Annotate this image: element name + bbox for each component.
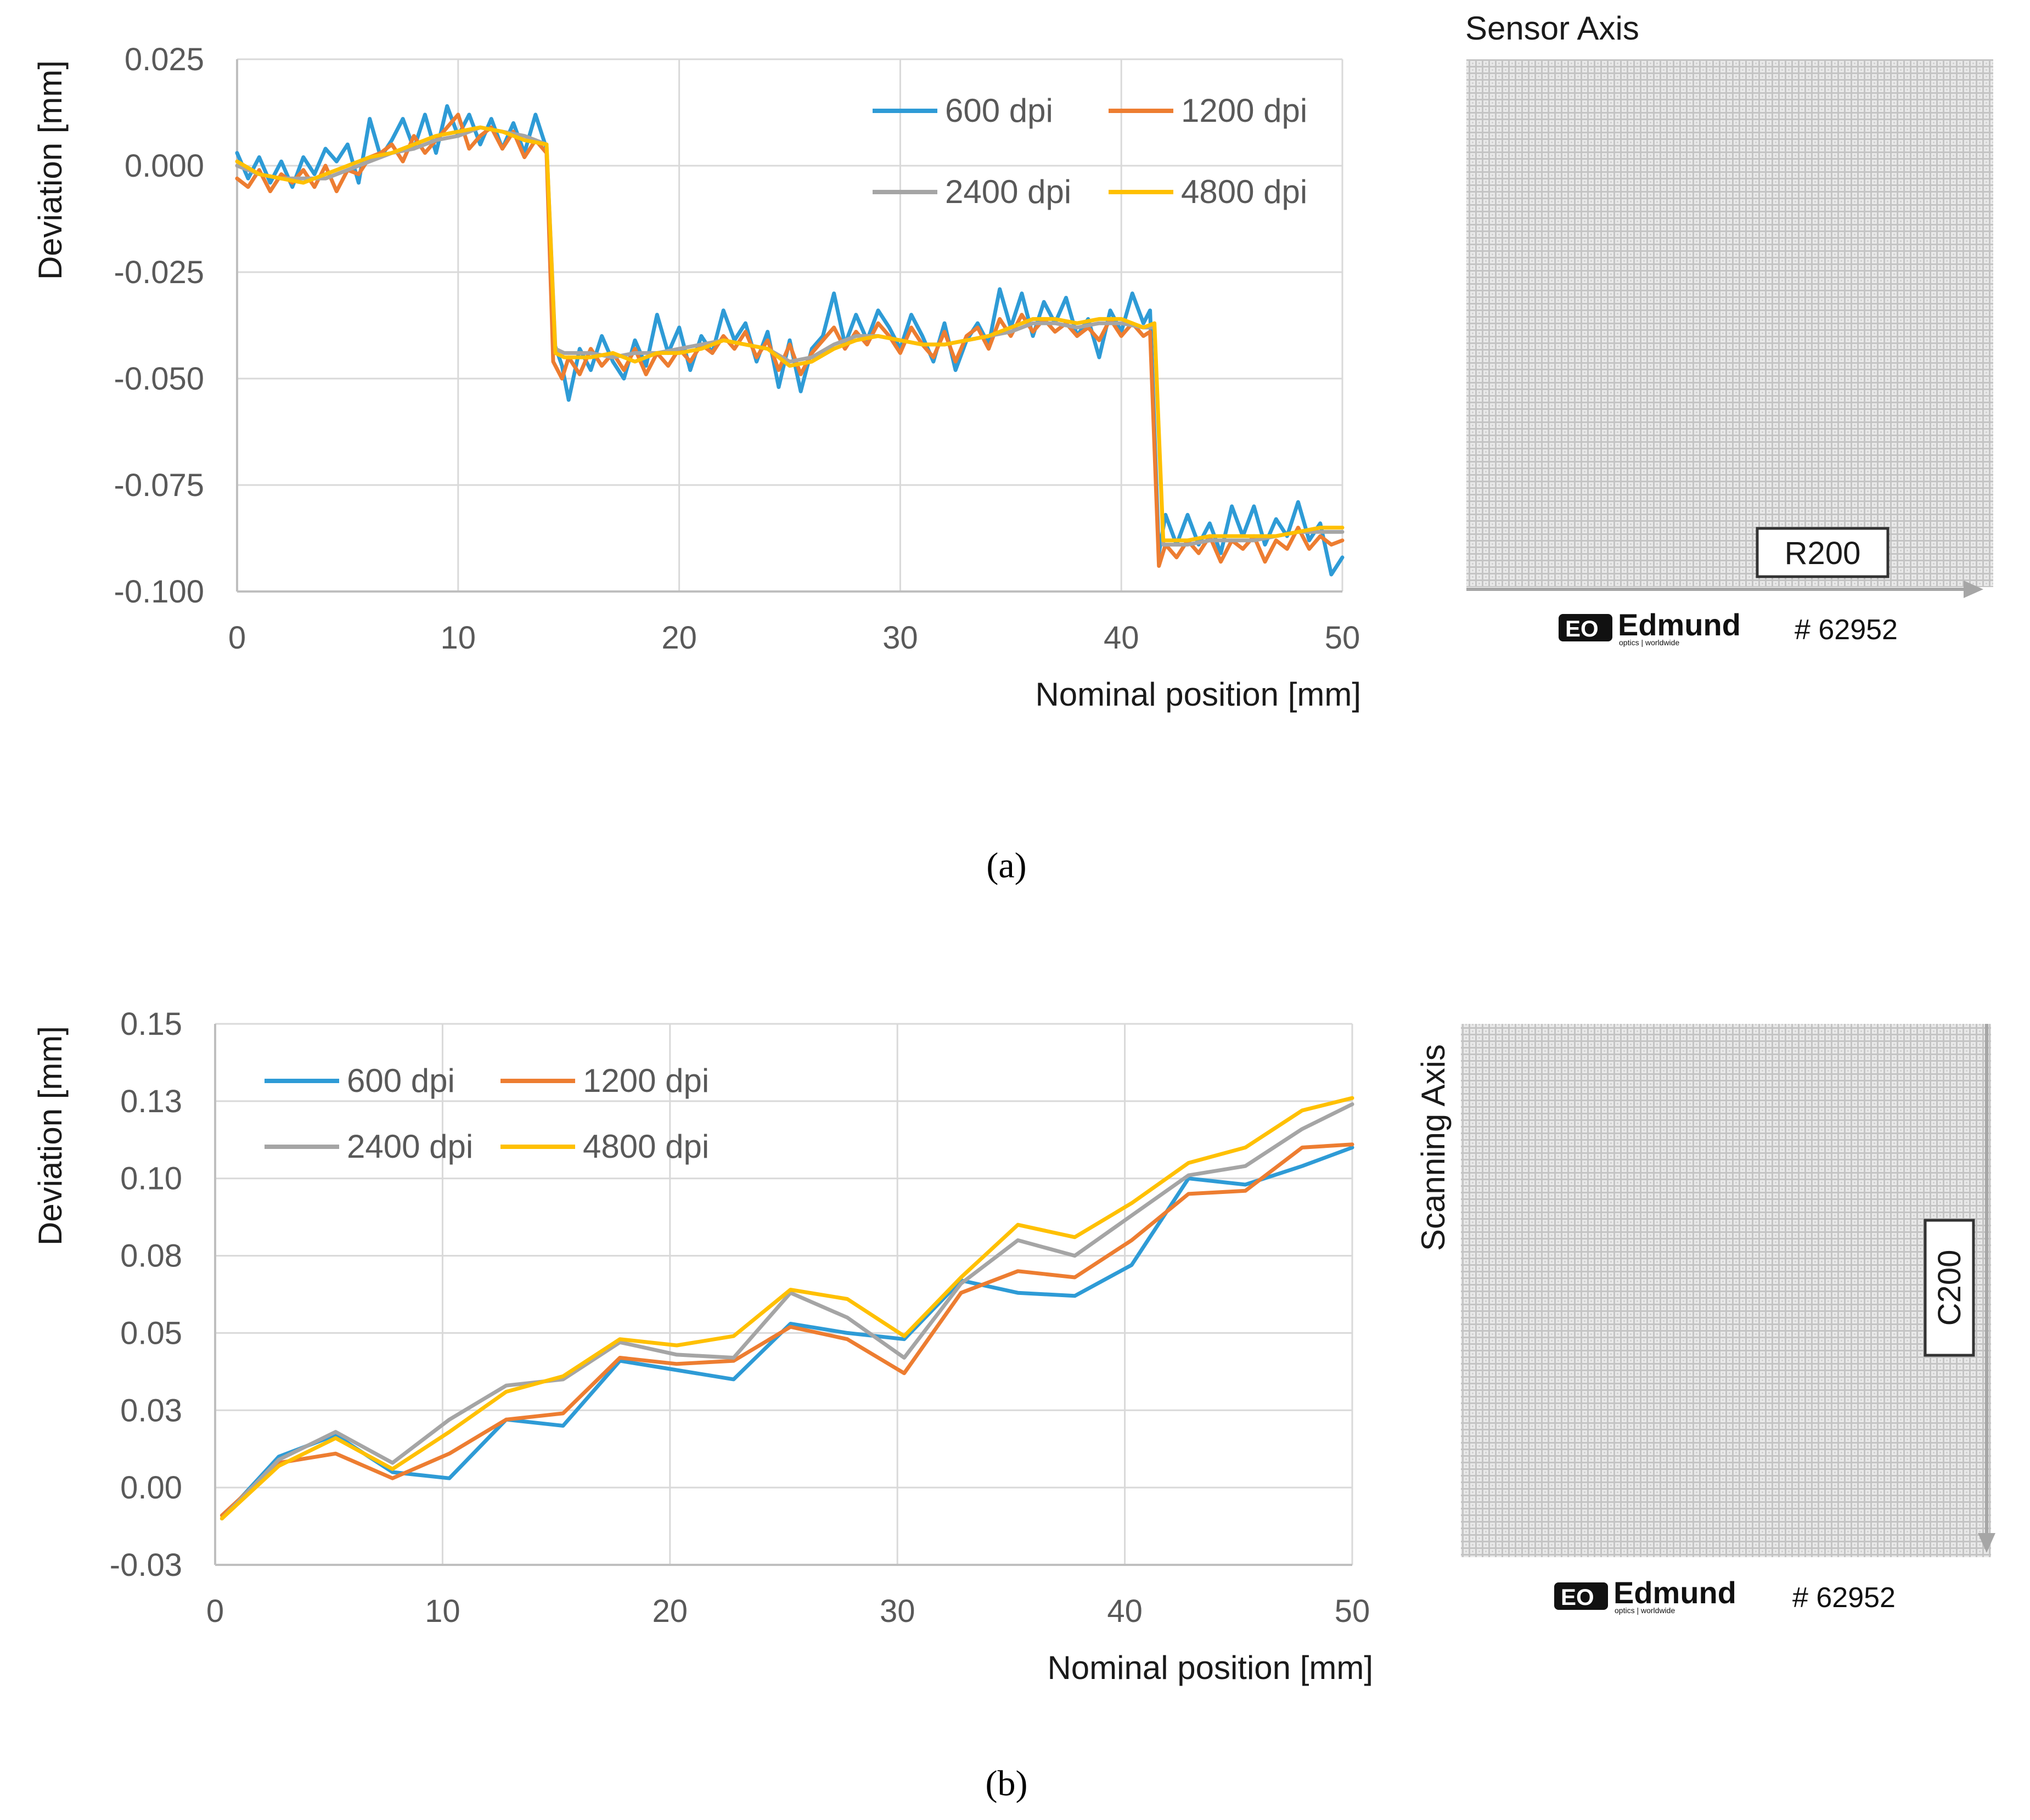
y-tick-label: -0.03 bbox=[110, 1547, 182, 1583]
c200-label-box bbox=[1924, 1219, 1975, 1357]
chart-a-y-axis-title: Deviation [mm] bbox=[32, 60, 69, 280]
sensor-axis-target: Sensor Axis R200 EO Edmund optics | worl… bbox=[1465, 10, 1993, 647]
y-tick-label: 0.15 bbox=[120, 1006, 182, 1042]
chart-a-series bbox=[235, 104, 1345, 577]
edmund-logo-mark-letters: EO bbox=[1561, 1584, 1594, 1610]
chart-a-y-tick-labels: 0.025 0.000 -0.025 -0.050 -0.075 -0.100 bbox=[114, 42, 204, 610]
series-line-600-dpi bbox=[235, 104, 1345, 577]
target-grid-image bbox=[1461, 1024, 1991, 1557]
chart-b-gridlines bbox=[214, 1023, 1353, 1566]
chart-a-legend: 600 dpi 1200 dpi 2400 dpi 4800 dpi bbox=[873, 92, 1307, 210]
x-tick-label: 50 bbox=[1335, 1593, 1370, 1629]
legend-label-4800-dpi: 4800 dpi bbox=[1181, 173, 1307, 210]
r200-label-box bbox=[1756, 527, 1890, 578]
series-line-4800-dpi bbox=[235, 125, 1345, 543]
edmund-logo-wordmark: Edmund bbox=[1613, 1575, 1736, 1610]
x-tick-label: 20 bbox=[653, 1593, 688, 1629]
y-tick-label: 0.13 bbox=[120, 1084, 182, 1119]
chart-b-y-tick-labels: 0.15 0.13 0.10 0.08 0.05 0.03 0.00 -0.03 bbox=[110, 1006, 182, 1583]
legend-label-2400-dpi: 2400 dpi bbox=[347, 1128, 473, 1165]
x-tick-label: 10 bbox=[441, 620, 476, 656]
legend-label-600-dpi: 600 dpi bbox=[347, 1062, 455, 1099]
edmund-logo-wordmark: Edmund bbox=[1618, 607, 1741, 642]
edmund-logo: EO Edmund optics | worldwide bbox=[1559, 607, 1741, 647]
c200-label: C200 bbox=[1932, 1250, 1967, 1326]
scanning-axis-target: Scanning Axis C200 EO Edmund optics | wo… bbox=[1415, 1024, 1995, 1615]
y-tick-label: 0.08 bbox=[120, 1238, 182, 1274]
chart-b-legend: 600 dpi 1200 dpi 2400 dpi 4800 dpi bbox=[265, 1062, 709, 1165]
y-tick-label: 0.00 bbox=[120, 1470, 182, 1506]
x-tick-label: 40 bbox=[1104, 620, 1139, 656]
edmund-logo-mark-letters: EO bbox=[1565, 616, 1599, 641]
y-tick-label: -0.100 bbox=[114, 574, 204, 610]
chart-a: 0.025 0.000 -0.025 -0.050 -0.075 -0.100 0 10 20… bbox=[32, 42, 1361, 713]
series-line-1200-dpi bbox=[235, 112, 1345, 568]
legend-label-4800-dpi: 4800 dpi bbox=[583, 1128, 709, 1165]
series-line-4800-dpi bbox=[220, 1096, 1354, 1520]
y-tick-label: 0.10 bbox=[120, 1161, 182, 1197]
chart-b-x-tick-labels: 0 10 20 30 40 50 bbox=[206, 1593, 1370, 1629]
chart-b-x-axis-title: Nominal position [mm] bbox=[1047, 1649, 1373, 1686]
chart-b-y-axis-title: Deviation [mm] bbox=[32, 1026, 69, 1246]
edmund-logo-tagline: optics | worldwide bbox=[1615, 1606, 1675, 1615]
x-tick-label: 0 bbox=[206, 1593, 224, 1629]
chart-a-x-axis-title: Nominal position [mm] bbox=[1035, 676, 1361, 713]
y-tick-label: 0.05 bbox=[120, 1315, 182, 1351]
series-line-1200-dpi bbox=[220, 1142, 1354, 1518]
chart-a-axes bbox=[236, 59, 1342, 593]
x-tick-label: 20 bbox=[661, 620, 697, 656]
y-tick-label: -0.025 bbox=[114, 255, 204, 290]
legend-label-2400-dpi: 2400 dpi bbox=[945, 173, 1071, 210]
x-tick-label: 50 bbox=[1325, 620, 1360, 656]
scanning-axis-title: Scanning Axis bbox=[1415, 1044, 1452, 1251]
target-grid-image bbox=[1466, 59, 1993, 587]
edmund-logo-mark bbox=[1554, 1582, 1608, 1610]
legend-label-1200-dpi: 1200 dpi bbox=[583, 1062, 709, 1099]
edmund-logo: EO Edmund optics | worldwide bbox=[1554, 1575, 1736, 1615]
chart-a-gridlines bbox=[236, 58, 1343, 593]
arrow-right-icon bbox=[1964, 581, 1983, 598]
series-line-2400-dpi bbox=[235, 125, 1345, 547]
edmund-logo-tagline: optics | worldwide bbox=[1619, 638, 1679, 647]
chart-a-x-tick-labels: 0 10 20 30 40 50 bbox=[228, 620, 1360, 656]
y-tick-label: -0.050 bbox=[114, 361, 204, 397]
x-tick-label: 30 bbox=[882, 620, 918, 656]
sensor-axis-title: Sensor Axis bbox=[1465, 10, 1639, 47]
panel-label-b: (b) bbox=[986, 1763, 1028, 1804]
x-tick-label: 10 bbox=[425, 1593, 460, 1629]
r200-label: R200 bbox=[1785, 536, 1861, 571]
y-tick-label: -0.075 bbox=[114, 467, 204, 503]
series-line-2400-dpi bbox=[220, 1102, 1354, 1520]
part-number: # 62952 bbox=[1792, 1582, 1896, 1614]
y-tick-label: 0.025 bbox=[125, 42, 204, 77]
x-tick-label: 0 bbox=[228, 620, 246, 656]
chart-b-axes bbox=[214, 1024, 1352, 1566]
chart-b: 0.15 0.13 0.10 0.08 0.05 0.03 0.00 -0.03 0 10 20 3… bbox=[32, 1006, 1373, 1686]
x-tick-label: 40 bbox=[1107, 1593, 1143, 1629]
y-tick-label: 0.000 bbox=[125, 148, 204, 184]
arrow-down-icon bbox=[1978, 1533, 1995, 1553]
part-number: # 62952 bbox=[1795, 614, 1898, 646]
x-tick-label: 30 bbox=[880, 1593, 915, 1629]
y-tick-label: 0.03 bbox=[120, 1393, 182, 1428]
edmund-logo-mark bbox=[1559, 614, 1612, 641]
chart-b-series bbox=[220, 1096, 1354, 1520]
legend-label-1200-dpi: 1200 dpi bbox=[1181, 92, 1307, 129]
panel-label-a: (a) bbox=[986, 846, 1026, 886]
legend-label-600-dpi: 600 dpi bbox=[945, 92, 1053, 129]
